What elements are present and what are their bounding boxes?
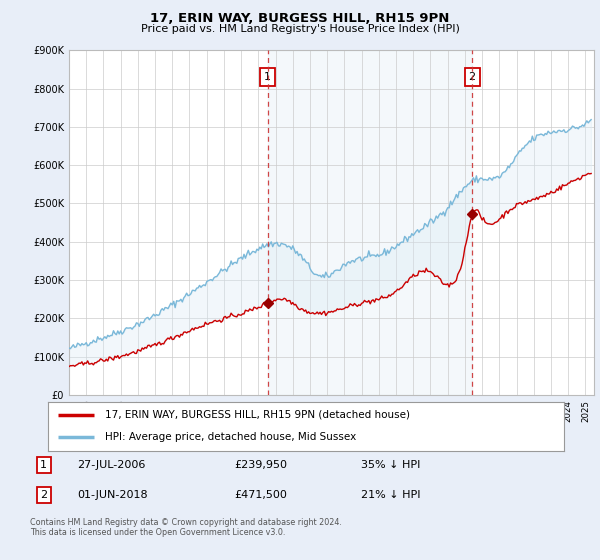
Text: 2: 2: [40, 490, 47, 500]
Text: 1: 1: [264, 72, 271, 82]
Text: 27-JUL-2006: 27-JUL-2006: [77, 460, 145, 470]
Text: Contains HM Land Registry data © Crown copyright and database right 2024.
This d: Contains HM Land Registry data © Crown c…: [30, 518, 342, 538]
Text: 2: 2: [469, 72, 476, 82]
Text: 17, ERIN WAY, BURGESS HILL, RH15 9PN (detached house): 17, ERIN WAY, BURGESS HILL, RH15 9PN (de…: [105, 410, 410, 420]
Text: HPI: Average price, detached house, Mid Sussex: HPI: Average price, detached house, Mid …: [105, 432, 356, 442]
Text: 17, ERIN WAY, BURGESS HILL, RH15 9PN: 17, ERIN WAY, BURGESS HILL, RH15 9PN: [151, 12, 449, 25]
Text: 01-JUN-2018: 01-JUN-2018: [77, 490, 148, 500]
Text: 21% ↓ HPI: 21% ↓ HPI: [361, 490, 421, 500]
Bar: [268, 50, 472, 395]
Text: Price paid vs. HM Land Registry's House Price Index (HPI): Price paid vs. HM Land Registry's House …: [140, 24, 460, 34]
Text: £239,950: £239,950: [234, 460, 287, 470]
Text: 1: 1: [40, 460, 47, 470]
Text: 35% ↓ HPI: 35% ↓ HPI: [361, 460, 421, 470]
Text: £471,500: £471,500: [234, 490, 287, 500]
